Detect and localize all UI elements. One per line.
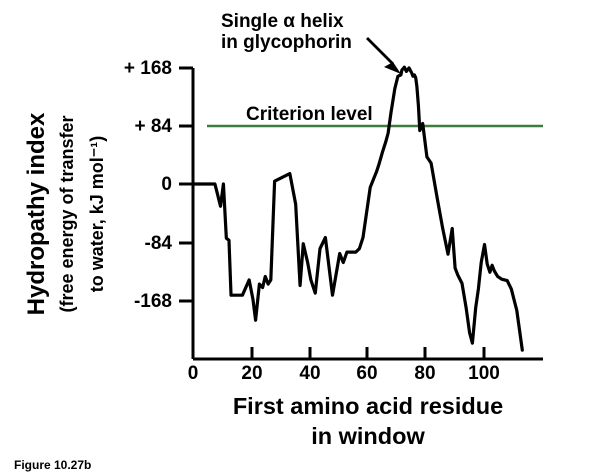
- svg-text:0: 0: [161, 174, 172, 195]
- svg-text:in glycophorin: in glycophorin: [221, 32, 352, 53]
- svg-text:Hydropathy index: Hydropathy index: [23, 112, 50, 315]
- svg-text:to water, kJ mol⁻¹): to water, kJ mol⁻¹): [87, 136, 107, 293]
- svg-text:40: 40: [299, 363, 320, 384]
- svg-text:0: 0: [188, 363, 199, 384]
- svg-text:60: 60: [356, 363, 377, 384]
- svg-text:+ 84: + 84: [134, 116, 172, 137]
- svg-text:+ 168: + 168: [124, 58, 172, 79]
- svg-text:80: 80: [414, 363, 435, 384]
- svg-text:100: 100: [468, 363, 500, 384]
- svg-text:(free energy of transfer: (free energy of transfer: [57, 115, 77, 312]
- svg-text:Criterion level: Criterion level: [246, 104, 373, 125]
- svg-text:-168: -168: [134, 291, 172, 312]
- svg-text:Figure 10.27b: Figure 10.27b: [14, 458, 91, 472]
- svg-text:First amino acid residue: First amino acid residue: [233, 393, 503, 419]
- svg-text:20: 20: [241, 363, 262, 384]
- svg-text:in window: in window: [311, 423, 425, 449]
- svg-text:Single α helix: Single α helix: [221, 11, 344, 32]
- svg-text:-84: -84: [145, 233, 173, 254]
